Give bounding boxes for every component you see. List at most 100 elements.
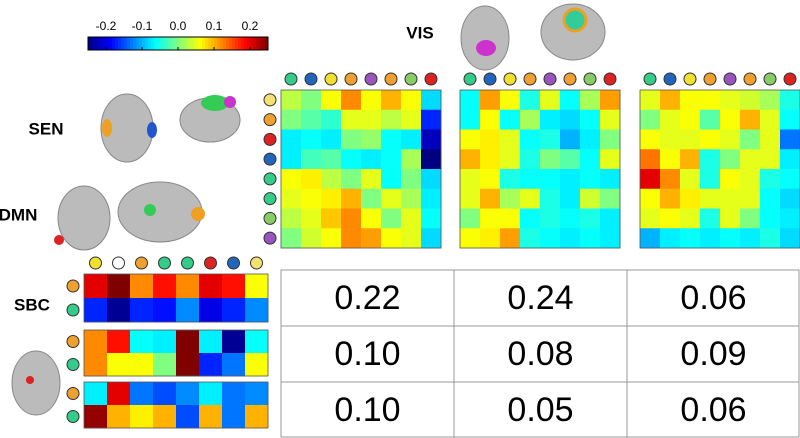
heatmap-cell bbox=[199, 382, 223, 406]
heatmap-cell bbox=[780, 149, 800, 170]
heatmap-cell bbox=[560, 188, 581, 209]
heatmap-cell bbox=[540, 90, 561, 111]
column-node bbox=[304, 72, 318, 86]
heatmap-cell bbox=[153, 405, 177, 429]
row-node bbox=[66, 303, 80, 317]
column-node bbox=[344, 72, 358, 86]
heatmap-cell bbox=[341, 169, 362, 190]
heatmap-cell bbox=[580, 228, 601, 249]
table-cell: 0.06 bbox=[680, 391, 746, 429]
heatmap-cell bbox=[341, 109, 362, 130]
heatmap-cell bbox=[480, 169, 501, 190]
heatmap-cell bbox=[460, 228, 481, 249]
heatmap-cell bbox=[421, 188, 442, 209]
heatmap-cell bbox=[740, 129, 761, 150]
heatmap-cell bbox=[222, 298, 246, 323]
heatmap-frame bbox=[83, 273, 269, 323]
row-node bbox=[66, 279, 80, 293]
colorbar-step bbox=[118, 37, 122, 50]
dmn-label: DMN bbox=[0, 205, 37, 224]
heatmap-cell bbox=[640, 208, 661, 229]
heatmap-cell bbox=[245, 298, 269, 323]
heatmap-cell bbox=[301, 109, 322, 130]
heatmap-cell bbox=[281, 109, 302, 130]
heatmap-cell bbox=[600, 208, 621, 229]
row-node bbox=[263, 231, 277, 245]
heatmap-cell bbox=[500, 228, 521, 249]
colorbar-step bbox=[154, 37, 158, 50]
heatmap-cell bbox=[361, 90, 382, 111]
heatmap-cell bbox=[281, 208, 302, 229]
heatmap-cell bbox=[740, 228, 761, 249]
heatmap-cell bbox=[560, 149, 581, 170]
heatmap-cell bbox=[130, 405, 154, 429]
heatmap-cell bbox=[580, 109, 601, 130]
heatmap-cell bbox=[600, 129, 621, 150]
column-node bbox=[135, 256, 148, 270]
heatmap-cell bbox=[480, 109, 501, 130]
heatmap-cell bbox=[500, 129, 521, 150]
heatmap-cell bbox=[680, 169, 701, 190]
column-node bbox=[603, 72, 617, 86]
colorbar-step bbox=[178, 37, 182, 50]
heatmap-cell bbox=[361, 228, 382, 249]
heatmap-cell bbox=[460, 109, 481, 130]
heatmap-cell bbox=[107, 274, 131, 299]
table-cell: 0.22 bbox=[334, 279, 400, 317]
colorbar-step bbox=[103, 37, 107, 50]
colorbar-step bbox=[88, 37, 92, 50]
heatmap-cell bbox=[361, 109, 382, 130]
heatmap-cell bbox=[760, 228, 781, 249]
heatmap-cell bbox=[700, 169, 721, 190]
column-node bbox=[404, 72, 418, 86]
colorbar-step bbox=[136, 37, 140, 50]
heatmap-cell bbox=[321, 149, 342, 170]
row-node bbox=[263, 172, 277, 186]
heatmap-cell bbox=[401, 109, 422, 130]
heatmap-cell bbox=[381, 188, 402, 209]
heatmap-cell bbox=[740, 90, 761, 111]
colorbar-step bbox=[181, 37, 185, 50]
heatmap-cell bbox=[381, 228, 402, 249]
heatmap-cell bbox=[421, 149, 442, 170]
heatmap-cell bbox=[130, 298, 154, 323]
colorbar-step bbox=[202, 37, 206, 50]
heatmap-cell bbox=[660, 188, 681, 209]
heatmap-cell bbox=[421, 208, 442, 229]
heatmap-frame bbox=[459, 89, 621, 249]
heatmap-cell bbox=[480, 149, 501, 170]
column-node bbox=[424, 72, 438, 86]
row-node bbox=[263, 192, 277, 206]
colorbar-step bbox=[124, 37, 128, 50]
colorbar-step bbox=[184, 37, 188, 50]
colorbar-step bbox=[97, 37, 101, 50]
heatmap-cell bbox=[720, 129, 741, 150]
heatmap-cell bbox=[199, 330, 223, 354]
sbc-label: SBC bbox=[14, 295, 50, 314]
heatmap-cell bbox=[301, 228, 322, 249]
heatmap-cell bbox=[321, 188, 342, 209]
heatmap-cell bbox=[199, 274, 223, 299]
heatmap-cell bbox=[660, 90, 681, 111]
column-node bbox=[204, 256, 217, 270]
heatmap-cell bbox=[361, 129, 382, 150]
colorbar-step bbox=[160, 37, 164, 50]
heatmap-cell bbox=[680, 228, 701, 249]
heatmap-cell bbox=[720, 188, 741, 209]
heatmap-frame bbox=[83, 329, 269, 377]
heatmap-cell bbox=[720, 90, 741, 111]
heatmap-cell bbox=[281, 129, 302, 150]
heatmap-cell bbox=[153, 353, 177, 377]
colorbar-step bbox=[163, 37, 167, 50]
heatmap-cell bbox=[301, 188, 322, 209]
heatmap-cell bbox=[640, 228, 661, 249]
heatmap-cell bbox=[401, 188, 422, 209]
colorbar-step bbox=[151, 37, 155, 50]
heatmap-cell bbox=[107, 353, 131, 377]
colorbar-step bbox=[187, 37, 191, 50]
heatmap-cell bbox=[520, 228, 541, 249]
column-node bbox=[112, 256, 125, 270]
heatmap-cell bbox=[560, 228, 581, 249]
heatmap-cell bbox=[640, 90, 661, 111]
colorbar-tick-label: -0.2 bbox=[96, 19, 117, 33]
